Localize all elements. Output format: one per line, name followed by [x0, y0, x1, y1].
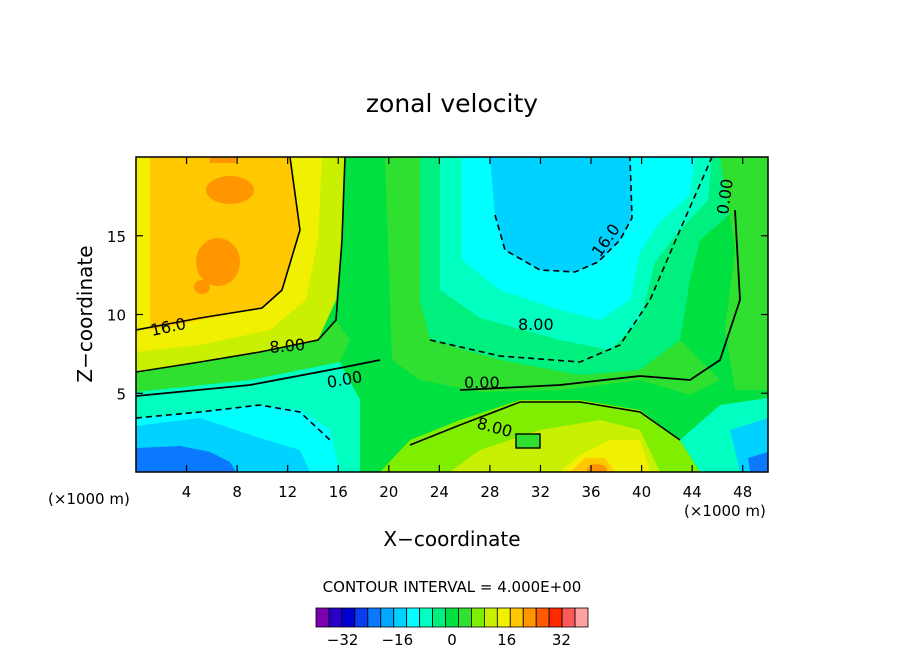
colorbar-tick-label: 0: [447, 631, 457, 649]
colorbar-tick-label: 16: [497, 631, 516, 649]
contour-label: 8.00: [269, 335, 306, 357]
x-tick-label: 32: [531, 483, 550, 501]
contour-box-bottom: [515, 433, 541, 449]
contour-field: [136, 157, 768, 472]
contour-label: 0.00: [464, 373, 500, 392]
colorbar-swatch: [341, 607, 356, 628]
x-tick-label: 44: [683, 483, 702, 501]
contour-line-neg16-right: [494, 157, 633, 273]
colorbar-swatch: [522, 607, 537, 628]
colorbar-swatch: [535, 607, 550, 628]
contour-line-8-left: [136, 157, 346, 373]
x-tick-label: 28: [480, 483, 499, 501]
x-tick-label: 8: [232, 483, 242, 501]
blob-orange-4: [210, 157, 236, 163]
contour-line-16-left: [136, 157, 301, 331]
contour-line-neg8-right: [429, 157, 713, 363]
x-tick-label: 12: [278, 483, 297, 501]
chart-title: zonal velocity: [366, 89, 538, 118]
region-sky-right: [490, 157, 632, 272]
y-tick-label: 10: [107, 307, 126, 325]
x-tick-label: 36: [581, 483, 600, 501]
colorbar-swatch: [445, 607, 459, 628]
contour-interval-text: CONTOUR INTERVAL = 4.000E+00: [323, 578, 582, 596]
colorbar-tick-label: −16: [381, 631, 413, 649]
colorbar-swatch: [393, 607, 408, 628]
colorbar-swatch: [574, 607, 589, 628]
x-axis-unit-right: (×1000 m): [684, 502, 766, 520]
contour-line-8-bottom: [409, 401, 681, 446]
contour-line-0-mid: [459, 209, 741, 391]
colorbar-swatch: [471, 607, 485, 628]
colorbar-swatch: [354, 607, 369, 628]
colorbar-swatch: [315, 607, 330, 628]
y-axis-ticks: 5 10 15: [107, 228, 768, 403]
colorbar-swatch: [548, 607, 563, 628]
y-tick-label: 15: [107, 228, 126, 246]
colorbar-swatch: [458, 607, 472, 628]
contour-line-0-left: [136, 359, 381, 397]
colorbar-swatch: [328, 607, 343, 628]
colorbar-swatch: [483, 607, 498, 628]
region-blue-bottom-right: [748, 452, 768, 472]
x-axis-label: X−coordinate: [383, 527, 520, 551]
x-axis-unit-left: (×1000 m): [48, 490, 130, 508]
blob-orange-3: [194, 280, 210, 294]
contour-label: 8.00: [518, 315, 554, 334]
colorbar-swatch: [419, 607, 433, 628]
colorbar: [315, 607, 589, 628]
blob-red-bottom: [587, 464, 607, 472]
x-tick-label: 4: [182, 483, 192, 501]
contour-label: 0.00: [713, 178, 737, 216]
colorbar-swatch: [367, 607, 382, 628]
x-tick-label: 24: [430, 483, 449, 501]
x-tick-label: 16: [329, 483, 348, 501]
colorbar-swatch: [432, 607, 446, 628]
colorbar-swatch: [496, 607, 511, 628]
region-green-mid: [385, 157, 720, 395]
colorbar-swatch: [380, 607, 395, 628]
x-tick-label: 20: [379, 483, 398, 501]
x-tick-label: 48: [733, 483, 752, 501]
y-axis-label: Z−coordinate: [73, 245, 97, 382]
region-blue-bottom-left: [136, 446, 236, 472]
x-axis-ticks: 4 8 12 16 20 24 28 32 36 40 44 48: [182, 157, 752, 501]
colorbar-swatch: [406, 607, 421, 628]
region-green-left: [136, 320, 350, 392]
x-tick-label: 40: [632, 483, 651, 501]
colorbar-tick-labels: −32 −16 0 16 32: [327, 631, 571, 649]
colorbar-swatch: [509, 607, 524, 628]
contour-line-neg8-bottom-left: [136, 404, 331, 441]
colorbar-tick-label: 32: [552, 631, 571, 649]
region-green-right-edge: [720, 157, 768, 390]
colorbar-tick-label: −32: [327, 631, 359, 649]
y-tick-label: 5: [116, 385, 126, 403]
blob-orange-1: [206, 176, 254, 204]
colorbar-swatch: [561, 607, 576, 628]
blob-orange-2: [196, 238, 240, 286]
